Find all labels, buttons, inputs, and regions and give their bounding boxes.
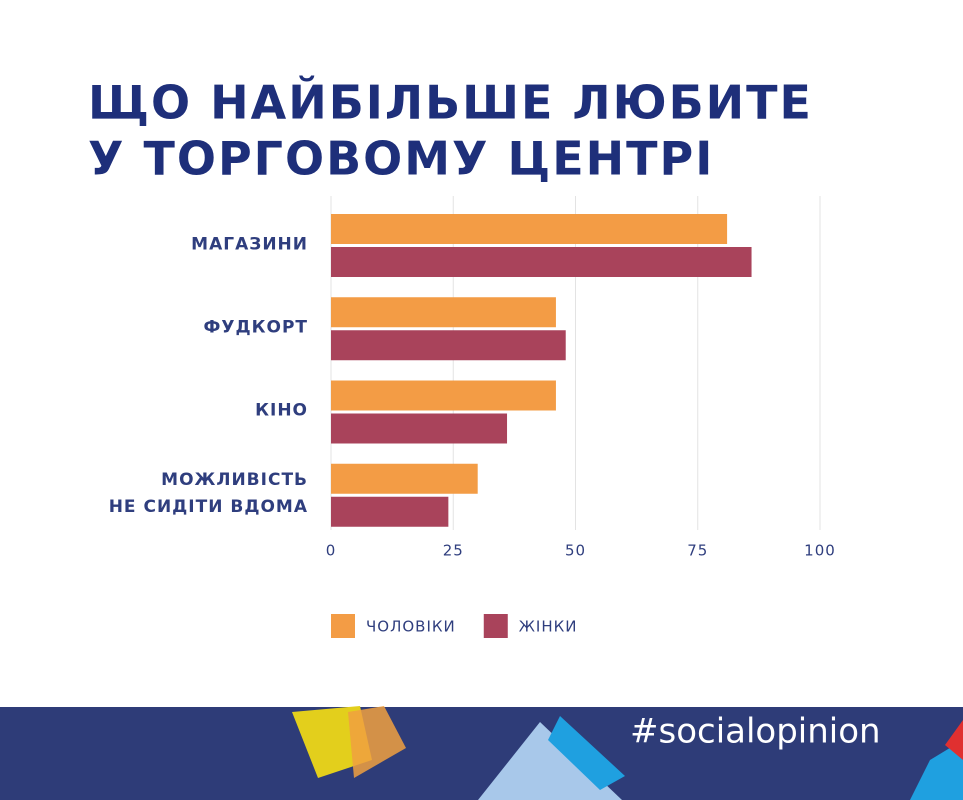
y-tick-label: МАГАЗИНИ xyxy=(191,234,308,255)
x-tick-label: 25 xyxy=(443,542,464,560)
bar xyxy=(331,297,556,328)
x-tick-label: 0 xyxy=(326,542,337,560)
decor xyxy=(910,740,963,800)
decor xyxy=(548,716,625,790)
legend-label: ЧОЛОВІКИ xyxy=(366,618,456,636)
footer-band xyxy=(0,707,963,800)
decor xyxy=(348,706,406,778)
decor xyxy=(945,720,963,760)
x-tick-label: 100 xyxy=(804,542,836,560)
legend-swatch xyxy=(331,614,355,638)
x-tick-label: 50 xyxy=(565,542,586,560)
y-tick-label: ФУДКОРТ xyxy=(203,317,308,338)
y-tick-label: КІНО xyxy=(255,400,308,421)
legend-label: ЖІНКИ xyxy=(519,618,578,636)
bar xyxy=(331,214,728,244)
bar xyxy=(331,496,449,527)
legend-swatch xyxy=(483,614,508,638)
chart-title: У ТОРГОВОМУ ЦЕНТРІ xyxy=(88,132,714,186)
y-tick-label: МОЖЛИВІСТЬ НЕ СИДІТИ ВДОМА xyxy=(108,470,308,518)
bar xyxy=(331,380,556,411)
bar xyxy=(331,330,566,361)
x-tick-label: 75 xyxy=(687,542,708,560)
bar xyxy=(331,413,508,444)
hashtag: #socialopinion xyxy=(630,712,881,752)
decor xyxy=(478,722,622,800)
chart-title: ЩО НАЙБІЛЬШЕ ЛЮБИТЕ xyxy=(88,76,813,130)
bar xyxy=(331,463,478,494)
bar xyxy=(331,247,752,277)
